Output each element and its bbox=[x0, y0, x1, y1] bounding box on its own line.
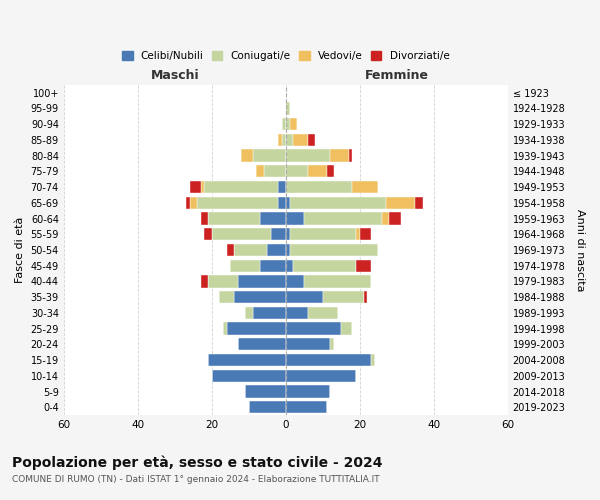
Bar bbox=[190, 196, 197, 209]
Bar bbox=[201, 181, 205, 193]
Bar bbox=[286, 322, 341, 335]
Bar bbox=[290, 228, 356, 240]
Text: Maschi: Maschi bbox=[151, 68, 199, 82]
Bar bbox=[241, 150, 253, 162]
Bar bbox=[201, 276, 208, 287]
Bar bbox=[286, 244, 290, 256]
Bar bbox=[230, 260, 260, 272]
Bar bbox=[286, 260, 293, 272]
Bar bbox=[304, 276, 371, 287]
Bar bbox=[286, 212, 304, 224]
Bar bbox=[208, 354, 286, 366]
Bar bbox=[234, 291, 286, 304]
Bar bbox=[260, 260, 286, 272]
Bar bbox=[286, 307, 308, 319]
Bar bbox=[286, 150, 330, 162]
Bar bbox=[245, 386, 286, 398]
Bar bbox=[304, 212, 382, 224]
Bar bbox=[290, 118, 297, 130]
Bar bbox=[219, 291, 234, 304]
Bar bbox=[268, 244, 286, 256]
Bar bbox=[256, 165, 263, 177]
Bar bbox=[349, 150, 352, 162]
Bar bbox=[278, 134, 282, 146]
Bar bbox=[253, 150, 286, 162]
Bar bbox=[263, 165, 286, 177]
Text: Popolazione per età, sesso e stato civile - 2024: Popolazione per età, sesso e stato civil… bbox=[12, 455, 383, 469]
Bar bbox=[382, 212, 389, 224]
Bar bbox=[286, 118, 290, 130]
Bar bbox=[186, 196, 190, 209]
Bar bbox=[286, 181, 352, 193]
Bar bbox=[223, 322, 227, 335]
Bar bbox=[326, 165, 334, 177]
Bar bbox=[341, 322, 352, 335]
Bar bbox=[286, 102, 290, 115]
Bar bbox=[389, 212, 401, 224]
Legend: Celibi/Nubili, Coniugati/e, Vedovi/e, Divorziati/e: Celibi/Nubili, Coniugati/e, Vedovi/e, Di… bbox=[118, 47, 454, 66]
Bar bbox=[286, 370, 356, 382]
Bar bbox=[201, 212, 208, 224]
Bar bbox=[278, 181, 286, 193]
Bar bbox=[227, 322, 286, 335]
Bar bbox=[249, 401, 286, 413]
Bar bbox=[330, 150, 349, 162]
Bar bbox=[212, 228, 271, 240]
Bar bbox=[197, 196, 278, 209]
Bar bbox=[282, 134, 286, 146]
Bar bbox=[356, 228, 360, 240]
Text: Femmine: Femmine bbox=[365, 68, 429, 82]
Bar bbox=[238, 338, 286, 350]
Text: COMUNE DI RUMO (TN) - Dati ISTAT 1° gennaio 2024 - Elaborazione TUTTITALIA.IT: COMUNE DI RUMO (TN) - Dati ISTAT 1° genn… bbox=[12, 475, 380, 484]
Bar bbox=[360, 228, 371, 240]
Bar bbox=[253, 307, 286, 319]
Bar bbox=[293, 134, 308, 146]
Bar bbox=[308, 134, 316, 146]
Bar bbox=[286, 276, 304, 287]
Bar bbox=[190, 181, 201, 193]
Bar bbox=[290, 196, 386, 209]
Bar bbox=[323, 291, 364, 304]
Bar bbox=[286, 134, 293, 146]
Bar bbox=[286, 196, 290, 209]
Bar bbox=[352, 181, 379, 193]
Bar bbox=[271, 228, 286, 240]
Bar bbox=[238, 276, 286, 287]
Bar bbox=[330, 338, 334, 350]
Bar bbox=[245, 307, 253, 319]
Bar bbox=[286, 165, 308, 177]
Bar bbox=[212, 370, 286, 382]
Bar bbox=[286, 354, 371, 366]
Bar bbox=[356, 260, 371, 272]
Y-axis label: Anni di nascita: Anni di nascita bbox=[575, 208, 585, 291]
Bar bbox=[278, 196, 286, 209]
Bar bbox=[308, 165, 326, 177]
Bar bbox=[364, 291, 367, 304]
Bar bbox=[293, 260, 356, 272]
Bar bbox=[260, 212, 286, 224]
Bar bbox=[205, 228, 212, 240]
Bar bbox=[282, 118, 286, 130]
Bar bbox=[205, 181, 278, 193]
Bar bbox=[371, 354, 374, 366]
Bar bbox=[286, 401, 326, 413]
Bar bbox=[208, 276, 238, 287]
Bar bbox=[227, 244, 234, 256]
Bar bbox=[286, 338, 330, 350]
Bar bbox=[308, 307, 338, 319]
Bar bbox=[286, 228, 290, 240]
Bar bbox=[386, 196, 415, 209]
Bar bbox=[286, 386, 330, 398]
Bar bbox=[234, 244, 268, 256]
Y-axis label: Fasce di età: Fasce di età bbox=[15, 217, 25, 283]
Bar bbox=[290, 244, 379, 256]
Bar bbox=[415, 196, 423, 209]
Bar bbox=[208, 212, 260, 224]
Bar bbox=[286, 291, 323, 304]
